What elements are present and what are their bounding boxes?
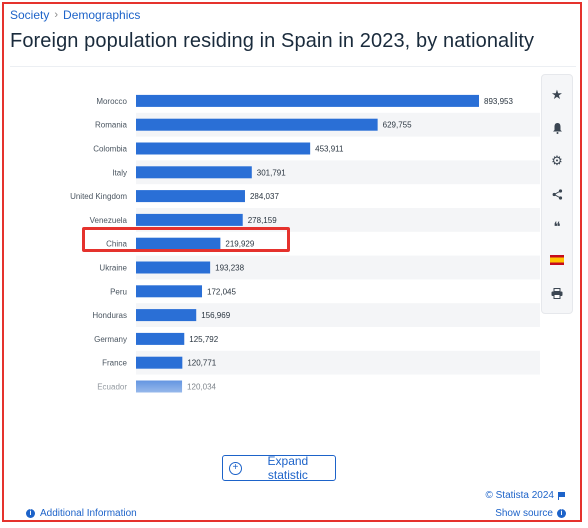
- category-label: Colombia: [93, 145, 127, 154]
- info-icon: i: [557, 509, 566, 518]
- bar[interactable]: [136, 237, 221, 250]
- share-icon[interactable]: [545, 182, 569, 206]
- breadcrumb-demographics[interactable]: Demographics: [63, 8, 141, 22]
- chart-fade-overlay: [10, 367, 540, 417]
- value-label: 278,159: [248, 216, 277, 225]
- additional-information-text: Additional Information: [40, 508, 137, 519]
- breadcrumb: Society › Demographics: [10, 8, 140, 22]
- category-label: Honduras: [92, 311, 127, 320]
- chart-card: Morocco 893,953 Romania 629,755 Colombia 453,…: [10, 66, 576, 453]
- china-highlight-box: [82, 227, 290, 252]
- breadcrumb-society[interactable]: Society: [10, 8, 50, 22]
- category-label: Morocco: [96, 97, 127, 106]
- bar[interactable]: [136, 332, 185, 345]
- spain-flag-icon[interactable]: [545, 248, 569, 272]
- plus-circle-icon: +: [229, 461, 242, 475]
- category-label: Ukraine: [99, 264, 127, 273]
- category-label: China: [106, 240, 127, 249]
- expand-statistic-button[interactable]: + Expand statistic: [222, 454, 336, 482]
- bar[interactable]: [136, 261, 211, 274]
- bar[interactable]: [136, 94, 479, 107]
- bar[interactable]: [136, 213, 243, 226]
- show-source-link[interactable]: Show source i: [495, 508, 566, 519]
- star-icon[interactable]: ★: [551, 87, 563, 102]
- row-band: [136, 255, 540, 280]
- value-label: 172,045: [207, 287, 236, 296]
- bar[interactable]: [136, 190, 245, 203]
- gear-icon[interactable]: ⚙: [551, 153, 563, 168]
- value-label: 120,771: [187, 359, 216, 368]
- category-label: Italy: [112, 168, 127, 177]
- bar[interactable]: [136, 356, 183, 369]
- copyright[interactable]: © Statista 2024: [485, 490, 566, 501]
- value-label: 219,929: [225, 240, 254, 249]
- value-label: 284,037: [250, 192, 279, 201]
- breadcrumb-separator: ›: [54, 9, 59, 21]
- quote-icon[interactable]: ❝: [553, 219, 561, 234]
- flag-icon: [558, 491, 566, 500]
- bell-icon[interactable]: [545, 116, 569, 140]
- copyright-text: © Statista 2024: [485, 490, 554, 501]
- additional-information-link[interactable]: i Additional Information: [26, 508, 137, 519]
- value-label: 629,755: [383, 121, 412, 130]
- screenshot-frame: [2, 2, 582, 522]
- row-band: [136, 303, 540, 327]
- expand-statistic-label: Expand statistic: [267, 454, 309, 482]
- value-label: 893,953: [484, 97, 513, 106]
- category-label: Romania: [95, 121, 128, 130]
- bar[interactable]: [136, 309, 197, 322]
- category-label: Peru: [110, 287, 127, 296]
- category-label: Venezuela: [90, 216, 128, 225]
- page-title: Foreign population residing in Spain in …: [10, 30, 535, 52]
- bar[interactable]: [136, 166, 252, 179]
- value-label: 193,238: [215, 264, 244, 273]
- bar[interactable]: [136, 285, 203, 298]
- category-label: France: [102, 359, 127, 368]
- value-label: 453,911: [315, 145, 344, 154]
- print-icon[interactable]: [545, 281, 569, 305]
- info-icon: i: [26, 509, 35, 518]
- category-label: Germany: [94, 335, 127, 344]
- side-toolbar: ★ ⚙ ❝: [541, 74, 573, 314]
- value-label: 301,791: [257, 168, 286, 177]
- bar[interactable]: [136, 118, 378, 131]
- show-source-text: Show source: [495, 508, 553, 519]
- bar[interactable]: [136, 142, 311, 155]
- value-label: 156,969: [201, 311, 230, 320]
- bar-chart: Morocco 893,953 Romania 629,755 Colombia 453,…: [10, 94, 540, 417]
- category-label: United Kingdom: [70, 192, 127, 201]
- value-label: 125,792: [189, 335, 218, 344]
